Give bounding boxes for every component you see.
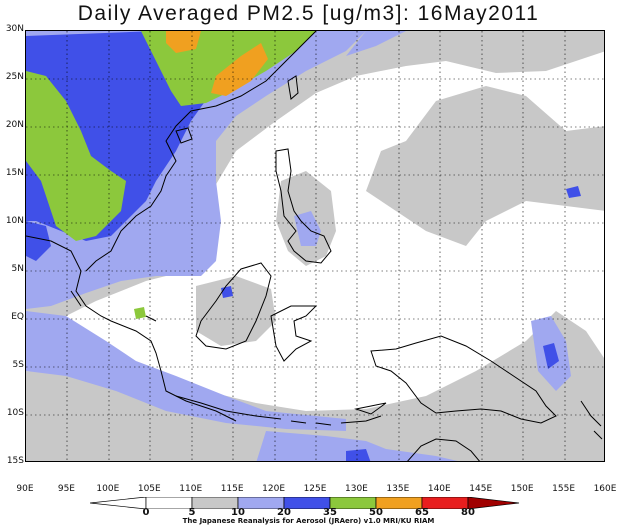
orange-region-2 xyxy=(211,43,268,96)
coast-philippines xyxy=(275,148,332,264)
coast-mainland xyxy=(26,31,317,422)
coast-new-guinea xyxy=(370,335,557,424)
lat-label: 10N xyxy=(5,216,24,226)
lon-label: 120E xyxy=(262,484,286,494)
coast-borneo xyxy=(195,262,272,350)
colorbar-tick-label: 80 xyxy=(461,507,475,518)
grey-borneo-patch xyxy=(196,276,276,346)
credit-line: The Japanese Reanalysis for Aerosol (JRA… xyxy=(182,517,435,525)
coast-islands-east xyxy=(580,400,603,440)
darkblue-pacific-dot xyxy=(566,186,581,198)
coast-australia xyxy=(407,438,480,461)
lon-label: 160E xyxy=(593,484,617,494)
lat-label: 5N xyxy=(11,264,24,274)
lon-label: 155E xyxy=(552,484,576,494)
coast-taiwan xyxy=(287,75,299,100)
gridlines xyxy=(26,31,604,461)
lat-label: 25N xyxy=(5,72,24,82)
lightblue-philippines-patch xyxy=(294,211,321,246)
lon-label: 125E xyxy=(303,484,327,494)
lon-label: 150E xyxy=(510,484,534,494)
colorbar-right-arrow xyxy=(467,497,520,509)
lat-label: 15N xyxy=(5,168,24,178)
lightblue-south-region xyxy=(26,311,346,431)
lat-label: EQ xyxy=(11,312,24,322)
green-sumatra-dot xyxy=(134,307,146,319)
lon-label: 140E xyxy=(427,484,451,494)
colorbar-tick-label: 20 xyxy=(277,507,291,518)
darkblue-south-patch xyxy=(346,449,371,461)
colorbar-tick-label: 35 xyxy=(323,507,337,518)
lon-label: 130E xyxy=(345,484,368,494)
lon-label: 145E xyxy=(469,484,493,494)
lat-label: 15S xyxy=(6,456,24,466)
grey-south-band xyxy=(26,311,604,461)
coast-timor xyxy=(354,402,387,415)
map-plot-area xyxy=(25,30,605,462)
darkblue-borneo-dot xyxy=(221,286,233,298)
lon-label: 110E xyxy=(179,484,203,494)
lat-label: 10S xyxy=(6,408,24,418)
colorbar-tick-label: 50 xyxy=(369,507,383,518)
lon-label: 95E xyxy=(57,484,75,494)
coastlines xyxy=(26,31,603,461)
lon-label: 100E xyxy=(96,484,120,494)
lat-label: 5S xyxy=(12,360,24,370)
colorbar-tick-label: 0 xyxy=(142,507,150,518)
lat-label: 20N xyxy=(5,120,24,130)
green-indochina-region xyxy=(26,71,126,241)
lon-label: 135E xyxy=(386,484,410,494)
darkblue-west-patch xyxy=(26,221,51,261)
green-indochina-lower xyxy=(61,176,96,216)
lightblue-ne-arm xyxy=(346,31,406,56)
colorbar-tick-label: 5 xyxy=(188,507,196,518)
grey-pacific-patch xyxy=(366,86,604,246)
coast-java xyxy=(175,395,282,420)
colorbar-tick-label: 65 xyxy=(415,507,429,518)
lat-label: 30N xyxy=(5,24,24,34)
map-title: Daily Averaged PM2.5 [ug/m3]: 16May2011 xyxy=(77,2,540,25)
coast-sulawesi xyxy=(270,305,318,362)
lon-label: 115E xyxy=(220,484,244,494)
coast-lesser-sunda xyxy=(290,415,382,426)
colorbar xyxy=(90,497,520,509)
lon-label: 105E xyxy=(137,484,161,494)
colorbar-tick-label: 10 xyxy=(231,507,245,518)
pm25-map xyxy=(26,31,604,461)
lon-label: 90E xyxy=(16,484,34,494)
darkblue-newguinea-patch xyxy=(543,343,559,369)
